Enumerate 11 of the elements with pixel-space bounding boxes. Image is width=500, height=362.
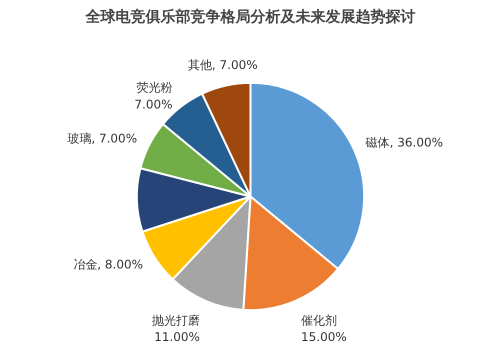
slice-label: 冶金, 8.00% — [73, 258, 144, 272]
slice-label: 其他, 7.00% — [188, 58, 258, 72]
slice-label: 催化剂 — [301, 313, 338, 328]
data-label: 7.00% — [134, 97, 172, 112]
slice-label: 荧光粉 — [136, 80, 172, 94]
chart-title: 全球电竞俱乐部竞争格局分析及未来发展趋势探讨 — [84, 8, 416, 26]
data-label: 11.00% — [154, 330, 200, 344]
slice-label: 玻璃, 7.00% — [67, 132, 138, 146]
slice-label: 抛光打磨 — [152, 313, 200, 328]
data-label: 15.00% — [301, 330, 347, 344]
slice-label: 磁体, 36.00% — [364, 135, 444, 150]
